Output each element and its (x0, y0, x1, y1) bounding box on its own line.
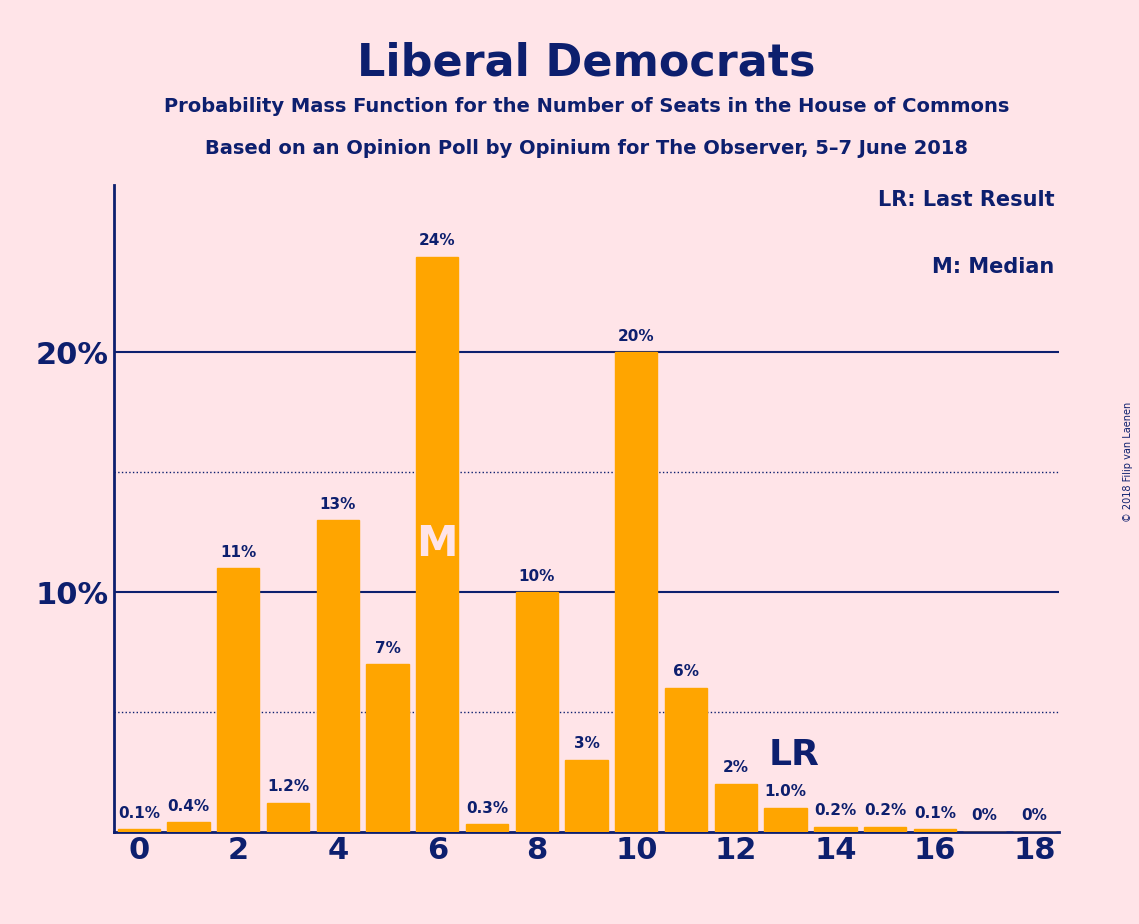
Text: 0.4%: 0.4% (167, 798, 210, 814)
Text: Based on an Opinion Poll by Opinium for The Observer, 5–7 June 2018: Based on an Opinion Poll by Opinium for … (205, 139, 968, 158)
Text: 0%: 0% (972, 808, 998, 823)
Text: 0.1%: 0.1% (913, 806, 956, 821)
Text: 0.2%: 0.2% (814, 804, 857, 819)
Text: 1.2%: 1.2% (267, 780, 309, 795)
Text: M: M (417, 523, 458, 565)
Text: 3%: 3% (574, 736, 599, 751)
Bar (317, 520, 359, 832)
Bar (466, 824, 508, 832)
Bar (218, 568, 260, 832)
Bar (814, 827, 857, 832)
Text: Probability Mass Function for the Number of Seats in the House of Commons: Probability Mass Function for the Number… (164, 97, 1009, 116)
Text: 1.0%: 1.0% (764, 784, 806, 799)
Text: 0%: 0% (1022, 808, 1048, 823)
Text: 0.3%: 0.3% (466, 801, 508, 816)
Text: 2%: 2% (723, 760, 748, 775)
Text: 6%: 6% (673, 664, 699, 679)
Bar (714, 784, 757, 832)
Bar (416, 257, 459, 832)
Bar (565, 760, 608, 832)
Bar (615, 352, 657, 832)
Text: 7%: 7% (375, 640, 401, 655)
Text: 11%: 11% (220, 545, 256, 560)
Bar (665, 687, 707, 832)
Text: 13%: 13% (320, 497, 357, 512)
Text: 0.2%: 0.2% (865, 804, 907, 819)
Text: 24%: 24% (419, 233, 456, 249)
Bar (516, 592, 558, 832)
Bar (865, 827, 907, 832)
Text: M: Median: M: Median (932, 257, 1055, 276)
Bar (367, 664, 409, 832)
Text: © 2018 Filip van Laenen: © 2018 Filip van Laenen (1123, 402, 1133, 522)
Text: Liberal Democrats: Liberal Democrats (358, 42, 816, 85)
Bar (764, 808, 806, 832)
Bar (117, 829, 159, 832)
Text: 20%: 20% (618, 329, 655, 344)
Bar (913, 829, 956, 832)
Text: 0.1%: 0.1% (117, 806, 159, 821)
Bar (267, 803, 309, 832)
Text: LR: Last Result: LR: Last Result (878, 189, 1055, 210)
Text: 10%: 10% (518, 568, 555, 584)
Text: LR: LR (768, 738, 819, 772)
Bar (167, 822, 210, 832)
